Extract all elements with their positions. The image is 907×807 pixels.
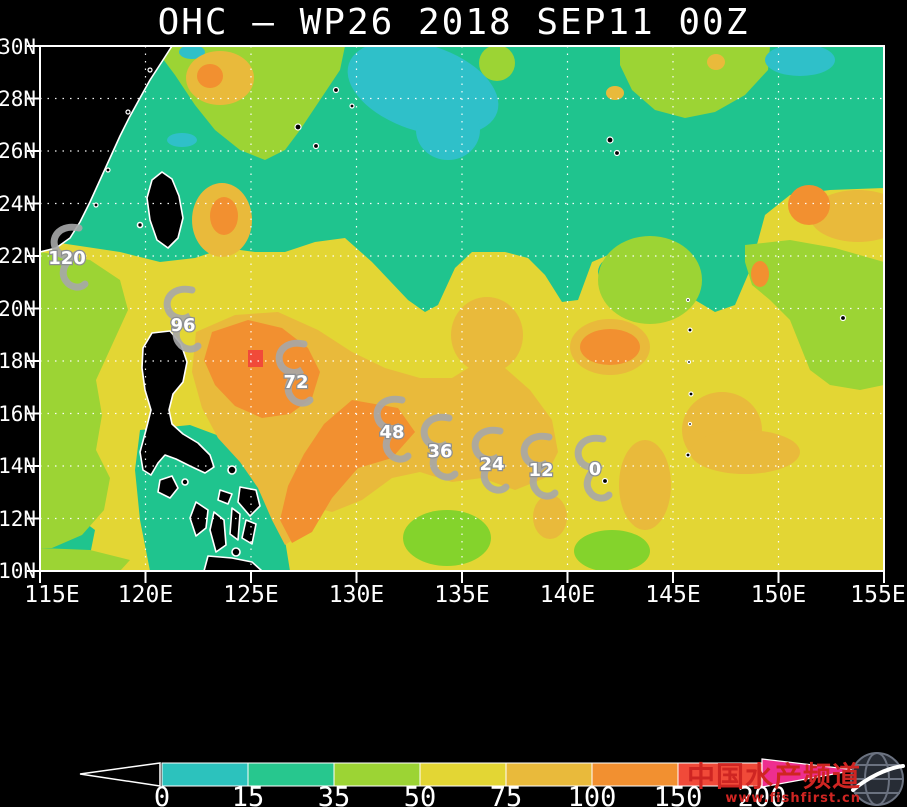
lon-label: 115E (24, 582, 79, 608)
lon-axis-labels: 115E 120E 125E 130E 135E 140E 145E 150E … (24, 582, 905, 608)
lat-label: 20N (0, 297, 36, 321)
lon-label: 145E (645, 582, 700, 608)
forecast-hour-label: 36 (427, 441, 452, 462)
colorbar-tick-label: 75 (490, 782, 523, 807)
colorbar-tick-label: 100 (568, 782, 617, 807)
watermark-brand: 中国水产频道 (686, 760, 861, 793)
taiwan-island (146, 171, 184, 249)
ohc-field: 120 96 72 48 36 24 12 0 (40, 46, 884, 571)
lon-label: 150E (751, 582, 806, 608)
forecast-hour-label: 12 (528, 460, 553, 481)
colorbar-below-min-arrow (79, 762, 161, 787)
colorbar-tick-label: 15 (232, 782, 265, 807)
forecast-hour-label: 24 (479, 454, 504, 475)
watermark-url: www.fishfirst.cn (725, 791, 861, 806)
colorbar-above-max-arrow (761, 758, 857, 788)
lat-label: 22N (0, 244, 36, 268)
lat-axis-labels: 30N 28N 26N 24N 22N 20N 18N 16N 14N 12N … (0, 35, 36, 583)
watermark: 中国水产频道 www.fishfirst.cn (686, 760, 861, 806)
lat-label: 18N (0, 349, 36, 373)
map-border (39, 45, 885, 572)
small-islands (93, 67, 847, 485)
lat-label: 10N (0, 559, 36, 583)
forecast-hour-label: 0 (589, 459, 602, 480)
lat-label: 26N (0, 139, 36, 163)
lon-label: 130E (329, 582, 384, 608)
luzon-island (139, 330, 215, 476)
colorbar-tick-label: 150 (654, 782, 703, 807)
lon-label: 155E (850, 582, 905, 608)
ohc-region-red-max (248, 350, 263, 367)
forecast-hour-label: 120 (48, 248, 86, 269)
colorbar: 0 15 35 50 75 100 150 200 (79, 758, 857, 807)
axis-ticks (27, 45, 885, 583)
lat-label: 28N (0, 87, 36, 111)
lat-label: 16N (0, 402, 36, 426)
ohc-regions-cyan (167, 46, 835, 160)
colorbar-tick-label: 35 (318, 782, 351, 807)
storm-track-symbols: 120 96 72 48 36 24 12 0 (47, 227, 609, 498)
lat-label: 24N (0, 192, 36, 216)
forecast-hour-label: 96 (170, 315, 195, 336)
colorbar-tick-label: 200 (738, 782, 787, 807)
grid-lines (40, 46, 884, 571)
lon-label: 125E (223, 582, 278, 608)
lon-label: 135E (434, 582, 489, 608)
globe-icon (850, 752, 905, 806)
land-masses (40, 46, 847, 571)
colorbar-tick-label: 50 (404, 782, 437, 807)
lat-label: 12N (0, 507, 36, 531)
lat-label: 30N (0, 35, 36, 59)
forecast-hour-label: 72 (283, 372, 308, 393)
china-coast (40, 46, 173, 253)
lat-label: 14N (0, 454, 36, 478)
lon-label: 120E (118, 582, 173, 608)
colorbar-labels: 0 15 35 50 75 100 150 200 (154, 782, 787, 807)
lon-label: 140E (540, 582, 595, 608)
forecast-hour-label: 48 (379, 422, 404, 443)
colorbar-tick-label: 0 (154, 782, 170, 807)
page-title: OHC – WP26 2018 SEP11 00Z (157, 2, 750, 43)
